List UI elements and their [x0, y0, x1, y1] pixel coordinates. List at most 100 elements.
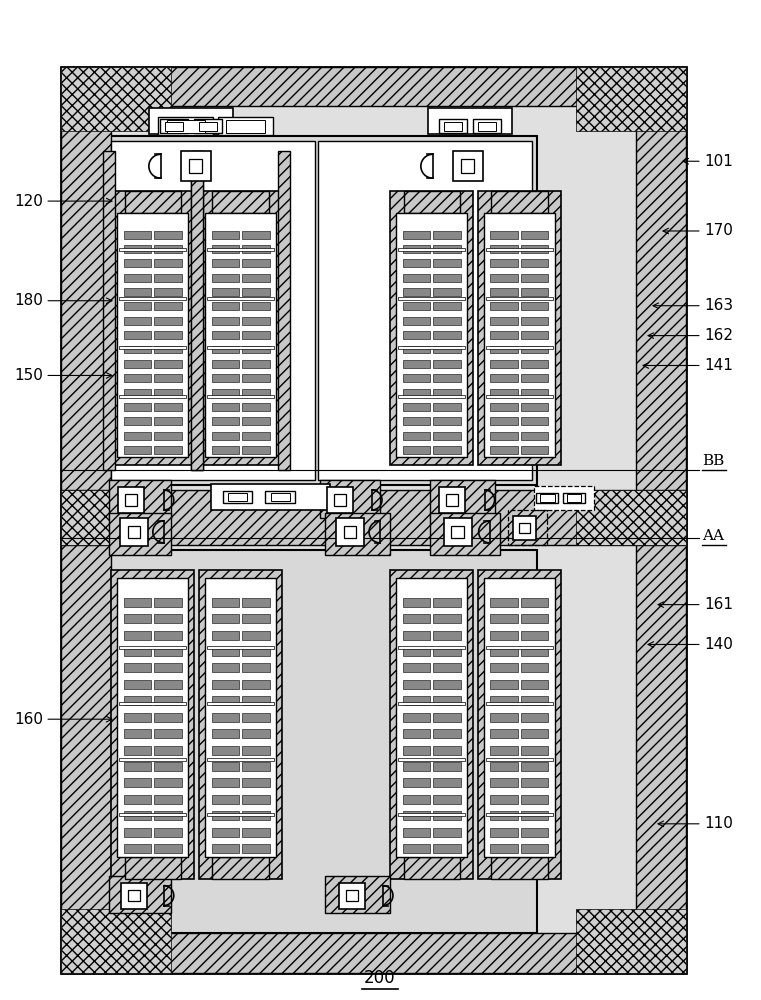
Bar [212, 828, 239, 837]
Bar [508, 510, 547, 545]
Bar [403, 598, 431, 607]
Bar [491, 614, 518, 623]
Bar [521, 274, 549, 282]
Bar [222, 491, 253, 503]
Bar [521, 417, 549, 425]
Bar [154, 302, 182, 310]
Bar [576, 490, 686, 545]
Bar [124, 795, 151, 804]
Bar [154, 288, 182, 296]
Text: 150: 150 [14, 368, 43, 383]
Bar [158, 117, 213, 135]
Bar [403, 729, 431, 738]
Bar [433, 762, 461, 771]
Bar [433, 680, 461, 689]
Bar [403, 302, 431, 310]
Bar [124, 288, 151, 296]
Bar [212, 259, 239, 267]
Bar [205, 213, 276, 457]
Bar [154, 317, 182, 325]
Bar [207, 813, 274, 816]
Bar [433, 811, 461, 820]
Bar [207, 395, 274, 398]
Bar [491, 828, 518, 837]
Bar [399, 297, 465, 300]
Bar [212, 746, 239, 755]
Text: AA: AA [702, 529, 724, 543]
Bar [212, 374, 239, 382]
Bar [491, 346, 518, 353]
Bar [403, 696, 431, 705]
Bar [521, 828, 549, 837]
Bar [154, 795, 182, 804]
Bar [124, 811, 151, 820]
Bar [242, 631, 269, 640]
Bar [403, 360, 431, 368]
Bar [212, 647, 239, 656]
Bar [212, 331, 239, 339]
Bar [154, 811, 182, 820]
Bar [228, 493, 247, 501]
Bar [444, 122, 462, 131]
Bar [242, 360, 269, 368]
Bar [399, 702, 465, 705]
Bar [325, 876, 390, 913]
Bar [433, 403, 461, 411]
Bar [534, 486, 594, 510]
Bar [242, 374, 269, 382]
Bar [121, 883, 147, 909]
Bar [403, 259, 431, 267]
Bar [124, 762, 151, 771]
Text: 120: 120 [14, 194, 43, 209]
Bar [433, 778, 461, 787]
Bar [212, 680, 239, 689]
Bar [491, 778, 518, 787]
Bar [61, 67, 111, 973]
Bar [154, 729, 182, 738]
Bar [154, 374, 182, 382]
Bar [242, 762, 269, 771]
Bar [491, 844, 518, 853]
Bar [124, 245, 151, 253]
Bar [124, 302, 151, 310]
Bar [111, 570, 194, 879]
Bar [403, 844, 431, 853]
Bar [242, 746, 269, 755]
Bar [199, 191, 282, 465]
Bar [540, 494, 555, 502]
Bar [491, 631, 518, 640]
Bar [124, 614, 151, 623]
Bar [491, 245, 518, 253]
Bar [212, 631, 239, 640]
Bar [124, 274, 151, 282]
Bar [119, 813, 186, 816]
Bar [403, 647, 431, 656]
Bar [242, 663, 269, 672]
Bar [344, 526, 356, 538]
Text: 101: 101 [704, 154, 733, 169]
Bar [403, 778, 431, 787]
Bar [109, 513, 170, 555]
Text: 160: 160 [14, 712, 43, 727]
Bar [491, 795, 518, 804]
Bar [194, 119, 221, 133]
Bar [433, 245, 461, 253]
Bar [212, 288, 239, 296]
Bar [428, 108, 511, 134]
Bar [433, 360, 461, 368]
Bar [521, 231, 549, 239]
Bar [212, 696, 239, 705]
Bar [124, 844, 151, 853]
Bar [154, 389, 182, 396]
Bar [318, 141, 533, 480]
Bar [521, 432, 549, 440]
Bar [154, 598, 182, 607]
Bar [346, 890, 358, 901]
Bar [327, 487, 353, 513]
Bar [212, 191, 269, 213]
Bar [491, 331, 518, 339]
Bar [242, 302, 269, 310]
Bar [512, 516, 537, 540]
Bar [242, 647, 269, 656]
Bar [492, 191, 547, 213]
